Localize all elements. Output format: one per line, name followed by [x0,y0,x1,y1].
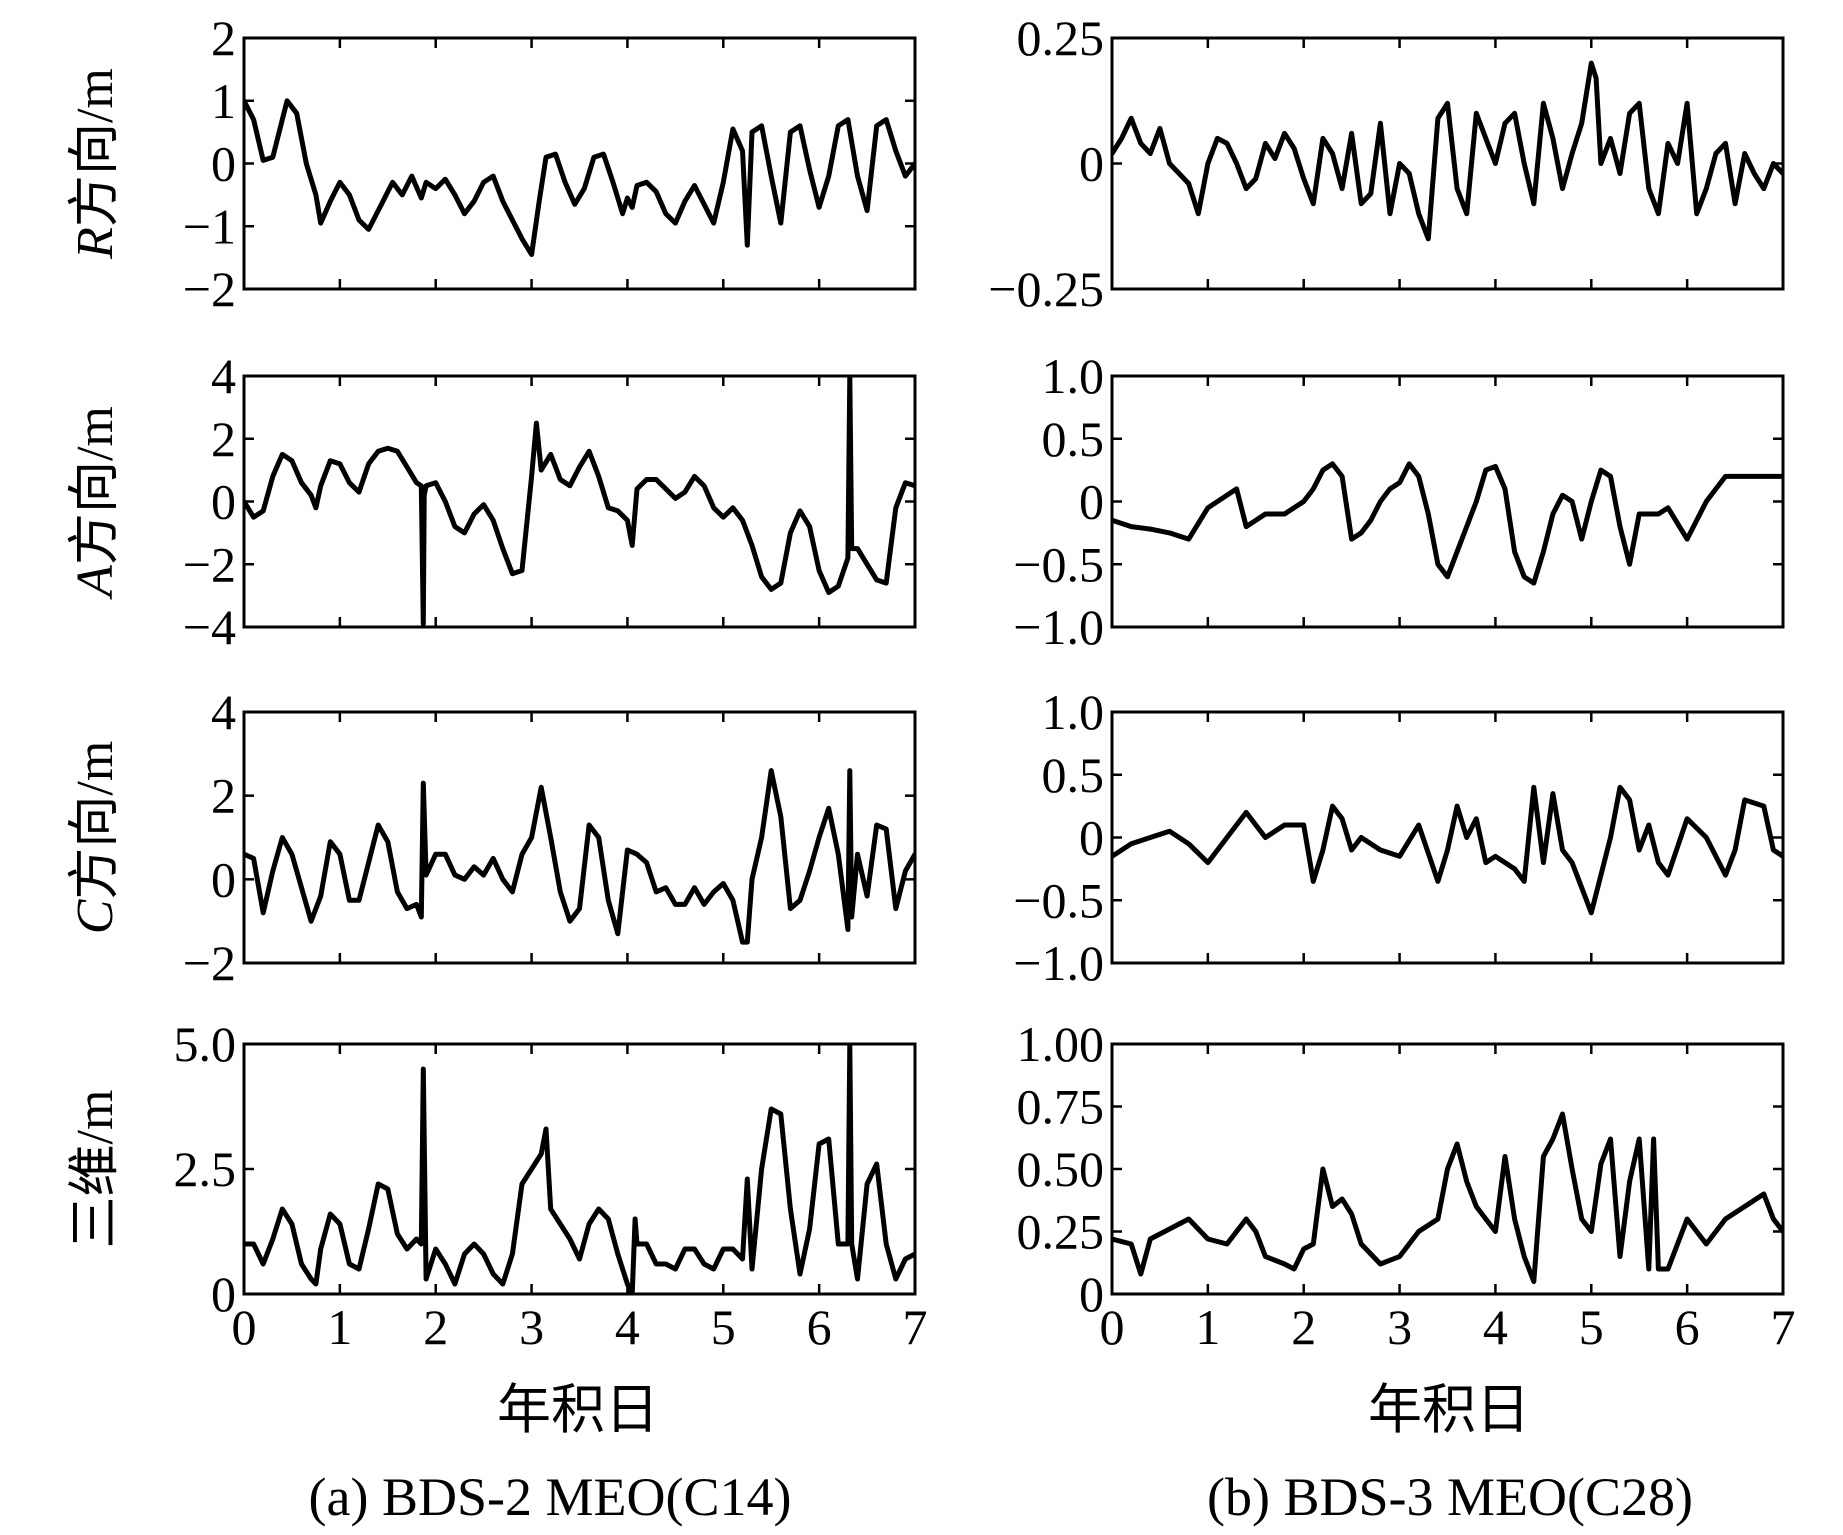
y-tick-label: 5.0 [174,1016,237,1072]
caption-right: (b) BDS-3 MEO(C28) [1207,1467,1693,1527]
x-tick-label: 4 [1483,1299,1508,1355]
subplot-b-A: 1.0 0.5 0 −0.5 −1.0 [1013,348,1785,655]
y-axis-label-text: 方向/m [67,741,124,900]
x-tick-label: 6 [1675,1299,1700,1355]
y-tick-label: −1.0 [1013,935,1104,991]
plot-frame [242,374,917,629]
y-tick-label: 0.75 [1017,1079,1105,1135]
x-tick-label: 2 [423,1299,448,1355]
y-tick-label: 2 [211,10,236,66]
caption-left: (a) BDS-2 MEO(C14) [309,1467,792,1527]
x-tick-label: 5 [1579,1299,1604,1355]
y-tick-label: 4 [211,684,236,740]
y-tick-label: −2 [183,935,236,991]
data-line [244,376,915,627]
y-tick-label: 0.5 [1042,747,1105,803]
x-tick-label: 1 [327,1299,352,1355]
y-tick-label: 2 [211,768,236,824]
y-tick-label: 0 [211,474,236,530]
y-axis-label: R方向/m [67,68,124,260]
y-tick-label: 2.5 [174,1141,237,1197]
y-tick-label: 0.25 [1017,10,1105,66]
subplot-a-R: 2 1 0 −1 −2 R方向/m [67,10,917,317]
y-axis-label-text: 三维/m [67,1090,124,1249]
y-tick-label: 1.00 [1017,1016,1105,1072]
y-tick-label: −0.25 [988,261,1104,317]
y-tick-label: −2 [183,261,236,317]
y-tick-label: 1.0 [1042,684,1105,740]
subplot-b-R: 0.25 0 −0.25 [988,10,1785,317]
y-tick-label: 1.0 [1042,348,1105,404]
y-tick-label: 1 [211,73,236,129]
x-tick-label: 2 [1291,1299,1316,1355]
y-tick-label: 0 [1079,810,1104,866]
subplot-a-3D: 0 1 2 3 4 5 6 7 5.0 2.5 0 三维/m [67,1016,928,1355]
y-tick-label: 2 [211,411,236,467]
data-line [1112,60,1783,242]
y-tick-label: 0 [1079,474,1104,530]
plot-frame [242,36,917,291]
subplot-a-A: 4 2 0 −2 −4 A方向/m [67,348,917,655]
y-axis-label-text: 方向/m [67,68,124,227]
y-tick-label: 0 [211,136,236,192]
y-tick-label: −1.0 [1013,599,1104,655]
y-tick-label: −0.5 [1013,872,1104,928]
y-tick-label: 0 [211,851,236,907]
y-tick-label: 0.25 [1017,1204,1105,1260]
x-tick-label: 0 [232,1299,257,1355]
x-tick-label: 1 [1195,1299,1220,1355]
y-axis-label: C方向/m [67,741,124,935]
data-line [244,98,915,257]
y-tick-label: −1 [183,198,236,254]
data-line [1112,784,1783,916]
y-tick-label: 0 [1079,136,1104,192]
x-tick-label: 0 [1100,1299,1125,1355]
subplot-b-C: 1.0 0.5 0 −0.5 −1.0 [1013,684,1785,991]
subplot-a-C: 4 2 0 −2 C方向/m [67,684,917,991]
y-tick-label: −0.5 [1013,536,1104,592]
y-tick-label: −4 [183,599,236,655]
x-tick-label: 6 [807,1299,832,1355]
x-tick-label: 3 [1387,1299,1412,1355]
plot-frame [242,710,917,965]
x-tick-label: 7 [903,1299,928,1355]
y-tick-label: 0.5 [1042,411,1105,467]
y-axis-label-italic: A [67,565,124,600]
y-tick-label: −2 [183,536,236,592]
y-tick-label: 0.50 [1017,1141,1105,1197]
y-axis-label-text: 方向/m [67,406,124,565]
y-axis-label-italic: R [67,227,124,260]
y-tick-label: 0 [1079,1266,1104,1322]
y-axis-label: 三维/m [67,1090,124,1249]
x-tick-label: 4 [615,1299,640,1355]
data-line [244,1044,915,1294]
x-axis-label-left: 年积日 [497,1380,659,1440]
plot-frame [1110,36,1785,291]
data-line [1112,461,1783,586]
x-tick-label: 5 [711,1299,736,1355]
x-tick-label: 7 [1771,1299,1796,1355]
y-tick-label: 4 [211,348,236,404]
data-line [244,768,915,945]
y-tick-label: 0 [211,1266,236,1322]
x-tick-label: 3 [519,1299,544,1355]
y-axis-label-italic: C [67,898,124,934]
x-axis-label-right: 年积日 [1368,1380,1530,1440]
y-axis-label: A方向/m [67,406,124,600]
subplot-b-3D: 0 1 2 3 4 5 6 7 1.00 0.75 0.50 0.25 0 [1017,1016,1796,1355]
plot-frame [1110,374,1785,629]
data-line [1112,1111,1783,1284]
